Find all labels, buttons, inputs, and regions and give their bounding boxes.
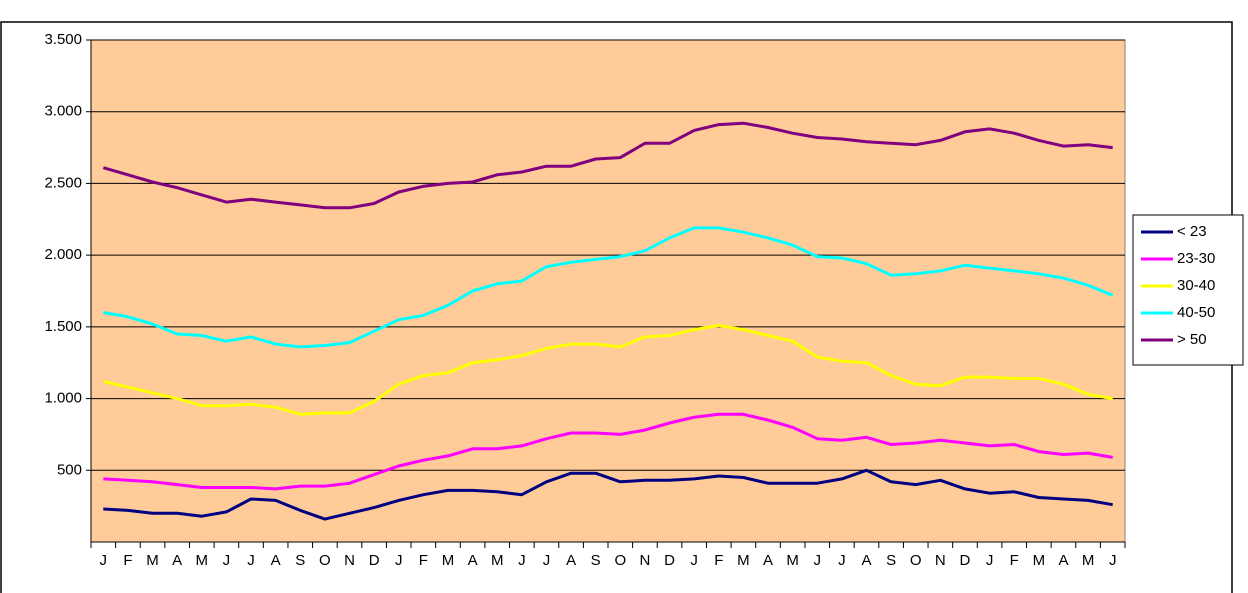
y-tick-label: 1.500 <box>44 318 82 335</box>
x-tick-label: J <box>838 552 846 569</box>
y-tick-label: 1.000 <box>44 390 82 407</box>
x-tick-label: J <box>518 552 526 569</box>
x-tick-label: S <box>295 552 305 569</box>
x-tick-label: D <box>664 552 675 569</box>
x-tick-label: J <box>247 552 255 569</box>
y-tick-label: 3.500 <box>44 31 82 48</box>
x-tick-label: F <box>419 552 428 569</box>
x-tick-label: A <box>468 552 478 569</box>
x-tick-label: J <box>1109 552 1117 569</box>
legend-label: < 23 <box>1177 223 1207 240</box>
x-tick-label: N <box>344 552 355 569</box>
x-tick-label: J <box>223 552 231 569</box>
x-tick-label: O <box>614 552 626 569</box>
series-line <box>103 468 1113 521</box>
x-tick-label: N <box>640 552 651 569</box>
x-tick-label: F <box>1010 552 1019 569</box>
x-tick-label: M <box>737 552 750 569</box>
series-line <box>103 412 1113 491</box>
x-tick-label: M <box>1082 552 1095 569</box>
x-tick-label: A <box>763 552 773 569</box>
x-tick-label: M <box>491 552 504 569</box>
x-tick-label: D <box>369 552 380 569</box>
series-line <box>102 323 1113 416</box>
x-tick-label: A <box>1058 552 1068 569</box>
x-tick-label: F <box>714 552 723 569</box>
x-tick-label: A <box>861 552 871 569</box>
x-tick-label: S <box>886 552 896 569</box>
x-tick-label: M <box>146 552 159 569</box>
x-tick-label: M <box>196 552 209 569</box>
x-tick-label: S <box>591 552 601 569</box>
y-tick-label: 500 <box>57 461 82 478</box>
x-tick-label: A <box>172 552 182 569</box>
plot-area <box>90 39 1126 543</box>
x-tick-label: O <box>319 552 331 569</box>
y-tick-label: 3.000 <box>44 103 82 120</box>
y-tick-label: 2.000 <box>44 246 82 263</box>
x-tick-label: J <box>395 552 403 569</box>
x-tick-label: J <box>100 552 108 569</box>
x-tick-label: J <box>690 552 698 569</box>
x-tick-label: A <box>566 552 576 569</box>
x-tick-label: M <box>442 552 455 569</box>
x-tick-label: A <box>271 552 281 569</box>
x-tick-label: M <box>786 552 799 569</box>
legend-label: > 50 <box>1177 331 1207 348</box>
y-tick-label: 2.500 <box>44 174 82 191</box>
legend-label: 30-40 <box>1177 277 1215 294</box>
series-line <box>103 226 1114 349</box>
x-tick-label: D <box>960 552 971 569</box>
x-tick-label: J <box>814 552 822 569</box>
x-tick-label: M <box>1033 552 1046 569</box>
series-line <box>102 121 1113 210</box>
x-tick-label: J <box>986 552 994 569</box>
legend-label: 40-50 <box>1177 304 1215 321</box>
x-tick-label: F <box>123 552 132 569</box>
x-tick-label: N <box>935 552 946 569</box>
x-tick-label: O <box>910 552 922 569</box>
x-tick-label: J <box>543 552 551 569</box>
legend-label: 23-30 <box>1177 250 1215 267</box>
